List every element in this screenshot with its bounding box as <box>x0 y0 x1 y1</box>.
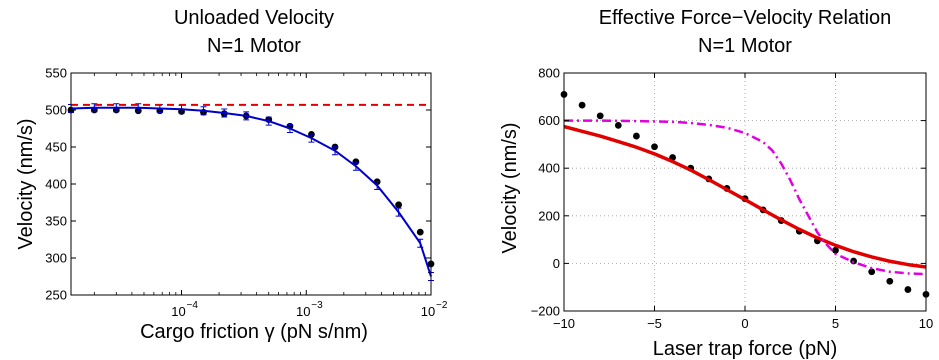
left-x-tick-exponent: −2 <box>436 300 448 311</box>
right-chart-title: Effective Force−Velocity Relation <box>599 7 892 29</box>
left-error-bar <box>308 133 315 143</box>
left-data-point <box>416 228 424 236</box>
left-error-bar <box>91 103 98 113</box>
right-y-tick-label: 400 <box>538 161 560 176</box>
left-y-tick-label: 450 <box>45 140 67 155</box>
right-chart-force-velocity: Effective Force−Velocity Relation N=1 Mo… <box>499 7 933 360</box>
right-x-tick-label: 5 <box>832 316 839 331</box>
right-data-point <box>596 112 604 120</box>
left-error-bar <box>113 103 120 113</box>
left-error-bar <box>221 108 228 118</box>
right-chart-xlabel: Laser trap force (pN) <box>653 338 838 360</box>
left-error-bar <box>200 106 207 116</box>
right-y-tick-label: 200 <box>538 208 560 223</box>
left-x-tick-label: 10 <box>296 304 310 319</box>
left-y-tick-label: 250 <box>45 288 67 303</box>
right-chart-subtitle: N=1 Motor <box>698 35 792 57</box>
right-y-tick-label: 600 <box>538 113 560 128</box>
right-y-tick-label: 0 <box>553 256 560 271</box>
right-data-point <box>578 101 586 109</box>
left-chart-unloaded-velocity: Unloaded Velocity N=1 Motor Cargo fricti… <box>15 7 448 343</box>
left-error-bar <box>417 238 424 248</box>
left-chart-ylabel: Velocity (nm/s) <box>15 118 37 249</box>
right-data-point <box>633 132 640 140</box>
right-y-tick-label: 800 <box>538 66 560 81</box>
left-chart-subtitle: N=1 Motor <box>207 35 301 57</box>
left-x-tick-label: 10 <box>171 304 185 319</box>
right-data-point <box>886 277 894 285</box>
left-chart-title: Unloaded Velocity <box>174 7 334 29</box>
left-y-tick-label: 300 <box>45 251 67 266</box>
right-data-point <box>868 268 876 276</box>
left-chart-xlabel: Cargo friction γ (pN s/nm) <box>140 321 368 343</box>
left-y-tick-label: 500 <box>45 103 67 118</box>
right-y-tick-label: −200 <box>531 304 560 319</box>
right-data-point <box>651 143 658 151</box>
right-data-point <box>832 246 839 254</box>
left-y-tick-label: 350 <box>45 214 67 229</box>
right-dashdot-line <box>564 119 927 276</box>
right-data-point <box>614 121 622 129</box>
left-error-bar <box>352 161 359 171</box>
right-x-tick-label: 10 <box>919 316 933 331</box>
left-error-bar <box>265 116 272 126</box>
right-x-tick-label: 0 <box>741 316 748 331</box>
left-error-bar <box>332 146 339 156</box>
right-x-tick-label: −5 <box>647 316 662 331</box>
right-data-point <box>904 286 912 293</box>
left-x-tick-exponent: −4 <box>187 300 199 311</box>
right-plot-area: −200 0 200 400 600 800 −10 −5 0 5 10 <box>531 66 934 332</box>
left-error-bar <box>374 180 381 190</box>
right-chart-ylabel: Velocity (nm/s) <box>499 122 521 253</box>
right-axes-box <box>563 72 927 312</box>
right-fit-line <box>563 124 927 269</box>
left-x-tick-label: 10 <box>421 304 435 319</box>
left-error-bar <box>286 124 293 133</box>
left-error-bar <box>395 207 402 217</box>
left-y-tick-label: 400 <box>45 177 67 192</box>
left-x-tick-exponent: −3 <box>311 300 323 311</box>
left-y-tick-label: 550 <box>45 66 67 81</box>
left-data-point <box>395 201 403 209</box>
left-error-bar <box>243 111 250 121</box>
left-model-line <box>70 106 432 277</box>
left-error-bar <box>135 103 142 113</box>
right-x-tick-label: −10 <box>553 316 575 331</box>
